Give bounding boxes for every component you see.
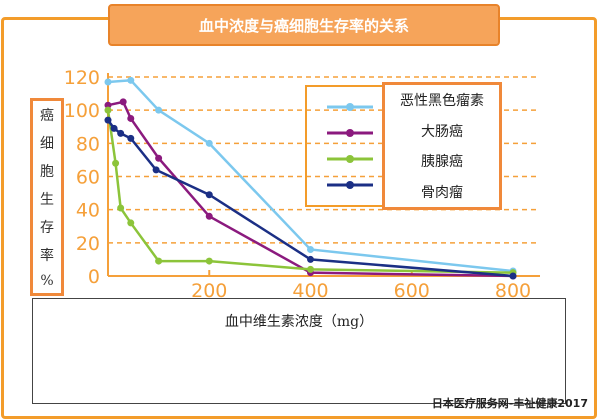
data-point bbox=[155, 257, 163, 265]
data-point bbox=[117, 204, 125, 212]
data-point bbox=[155, 106, 163, 114]
x-tick-label: 600 bbox=[394, 280, 430, 302]
y-label-char: 存 bbox=[40, 220, 54, 236]
legend-marker bbox=[346, 103, 354, 111]
data-point bbox=[205, 191, 213, 199]
x-tick-label: 200 bbox=[191, 280, 227, 302]
watermark: 日本医疗服务网-丰祉健康2017 bbox=[431, 397, 588, 410]
data-point bbox=[104, 78, 112, 86]
data-point bbox=[104, 116, 112, 124]
legend: 恶性黑色瘤素 大肠癌 胰腺癌 骨肉瘤 bbox=[382, 82, 502, 210]
data-point bbox=[205, 139, 213, 147]
chart-title: 血中浓度与癌细胞生存率的关系 bbox=[108, 4, 500, 46]
data-point bbox=[112, 159, 120, 167]
y-tick-label: 120 bbox=[64, 67, 100, 89]
series-line bbox=[106, 109, 514, 274]
x-tick-label: 800 bbox=[495, 280, 531, 302]
data-point bbox=[205, 212, 213, 220]
data-point bbox=[127, 134, 135, 142]
y-label-char: 细 bbox=[40, 136, 54, 152]
x-tick-label: 400 bbox=[292, 280, 328, 302]
data-point bbox=[152, 166, 160, 174]
x-axis-label-box: 血中维生素浓度（mg） bbox=[32, 298, 566, 404]
legend-marker bbox=[346, 129, 354, 137]
data-point bbox=[307, 265, 314, 273]
data-point bbox=[127, 219, 135, 227]
legend-swatch-box bbox=[305, 85, 386, 207]
y-tick-label: 80 bbox=[76, 133, 100, 155]
y-tick-label: 0 bbox=[88, 266, 100, 288]
y-label-char: % bbox=[40, 273, 54, 289]
legend-marker bbox=[346, 155, 354, 163]
legend-marker bbox=[346, 181, 354, 189]
data-point bbox=[119, 98, 127, 106]
x-axis-label: 血中维生素浓度（mg） bbox=[224, 314, 374, 330]
y-axis-label: 癌 细 胞 生 存 率 % bbox=[30, 98, 64, 296]
y-label-char: 生 bbox=[40, 192, 54, 208]
legend-label: 胰腺癌 bbox=[421, 154, 463, 171]
data-point bbox=[127, 76, 135, 84]
data-point bbox=[110, 124, 118, 132]
y-tick-label: 100 bbox=[64, 100, 100, 122]
data-point bbox=[104, 101, 112, 109]
data-point bbox=[307, 255, 314, 263]
y-tick-label: 40 bbox=[76, 200, 100, 222]
data-point bbox=[509, 272, 517, 280]
data-point bbox=[155, 154, 163, 162]
data-point bbox=[205, 257, 213, 265]
data-point bbox=[104, 106, 112, 114]
y-tick-label: 60 bbox=[76, 167, 100, 189]
legend-label: 骨肉瘤 bbox=[421, 184, 463, 201]
data-point bbox=[307, 245, 314, 253]
y-tick-label: 20 bbox=[76, 233, 100, 255]
legend-label: 恶性黑色瘤素 bbox=[400, 93, 484, 110]
y-label-char: 率 bbox=[40, 248, 54, 264]
data-point bbox=[117, 129, 125, 137]
data-point bbox=[127, 114, 135, 122]
series-line bbox=[107, 79, 514, 273]
y-label-char: 胞 bbox=[40, 164, 54, 180]
legend-label: 大肠癌 bbox=[421, 123, 463, 140]
y-label-char: 癌 bbox=[40, 108, 54, 124]
